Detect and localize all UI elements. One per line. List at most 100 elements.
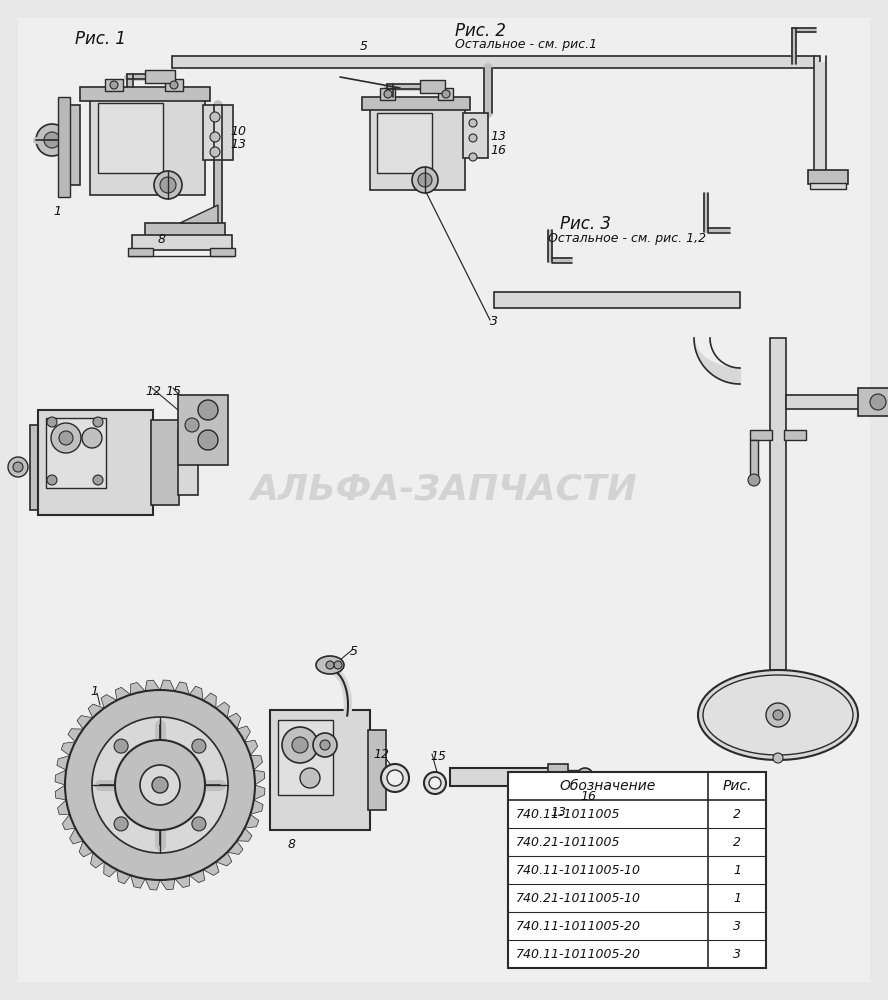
Text: 12: 12	[145, 385, 161, 398]
Polygon shape	[131, 875, 145, 888]
Text: 740.11-1011005-20: 740.11-1011005-20	[516, 948, 641, 960]
Polygon shape	[68, 729, 83, 742]
Circle shape	[47, 417, 57, 427]
Circle shape	[334, 661, 342, 669]
Circle shape	[381, 764, 409, 792]
Text: Рис. 1: Рис. 1	[75, 30, 126, 48]
Bar	[750, 430, 772, 440]
Text: 16: 16	[580, 790, 596, 803]
Circle shape	[292, 737, 308, 753]
Text: 13: 13	[550, 806, 566, 819]
Bar	[784, 430, 806, 440]
Circle shape	[115, 817, 128, 831]
Circle shape	[198, 430, 218, 450]
Text: Рис. 2: Рис. 2	[455, 22, 506, 40]
Polygon shape	[55, 770, 67, 785]
Polygon shape	[237, 726, 250, 742]
Polygon shape	[79, 841, 93, 857]
Circle shape	[469, 119, 477, 127]
Polygon shape	[254, 770, 265, 785]
Circle shape	[387, 770, 403, 786]
Text: 5: 5	[350, 645, 358, 658]
Polygon shape	[245, 740, 258, 756]
Text: Остальное - см. рис. 1,2: Остальное - см. рис. 1,2	[548, 232, 706, 245]
Bar	[810, 183, 846, 189]
Bar	[377, 113, 432, 173]
Circle shape	[185, 418, 199, 432]
Text: 1: 1	[53, 205, 61, 218]
Circle shape	[154, 171, 182, 199]
Text: 15: 15	[165, 385, 181, 398]
Bar	[568, 770, 580, 784]
Polygon shape	[189, 870, 205, 883]
Polygon shape	[61, 742, 75, 756]
Text: 15: 15	[430, 750, 446, 763]
Circle shape	[44, 132, 60, 148]
Polygon shape	[131, 683, 145, 695]
Polygon shape	[254, 785, 265, 800]
Circle shape	[36, 124, 68, 156]
Text: 16: 16	[490, 144, 506, 157]
Bar	[770, 338, 786, 670]
Polygon shape	[245, 814, 258, 828]
Circle shape	[115, 740, 205, 830]
Polygon shape	[175, 875, 189, 887]
Circle shape	[8, 457, 28, 477]
Circle shape	[170, 81, 178, 89]
Circle shape	[469, 134, 477, 142]
Text: 5: 5	[360, 40, 368, 53]
Polygon shape	[227, 713, 241, 729]
Circle shape	[773, 710, 783, 720]
Polygon shape	[145, 680, 160, 691]
Circle shape	[210, 132, 220, 142]
Bar	[438, 88, 453, 100]
Circle shape	[577, 768, 593, 784]
Polygon shape	[203, 693, 217, 708]
Bar	[203, 105, 233, 160]
Text: 1: 1	[733, 892, 741, 904]
Circle shape	[313, 733, 337, 757]
Polygon shape	[160, 879, 175, 890]
Bar	[210, 248, 235, 256]
Circle shape	[320, 740, 330, 750]
Bar	[80, 87, 210, 101]
Circle shape	[326, 661, 334, 669]
Text: 1: 1	[733, 863, 741, 876]
Polygon shape	[69, 828, 83, 844]
Bar	[463, 113, 488, 158]
Circle shape	[300, 768, 320, 788]
Bar	[786, 395, 861, 409]
Bar	[58, 97, 70, 197]
Circle shape	[47, 475, 57, 485]
Circle shape	[160, 177, 176, 193]
Polygon shape	[58, 800, 69, 814]
Circle shape	[282, 727, 318, 763]
Text: Обозначение: Обозначение	[559, 779, 656, 793]
Polygon shape	[91, 852, 104, 868]
Polygon shape	[175, 682, 189, 695]
Bar	[178, 430, 198, 495]
Text: 13: 13	[490, 130, 506, 143]
Circle shape	[13, 462, 23, 472]
Bar	[750, 440, 758, 480]
Text: 740.11-1011005-20: 740.11-1011005-20	[516, 920, 641, 932]
Circle shape	[59, 431, 73, 445]
Bar	[165, 79, 183, 91]
Polygon shape	[145, 879, 160, 890]
Bar	[815, 170, 825, 176]
Circle shape	[198, 400, 218, 420]
Polygon shape	[250, 800, 263, 814]
Polygon shape	[250, 756, 263, 770]
Text: 10: 10	[230, 125, 246, 138]
Bar	[420, 80, 445, 93]
Polygon shape	[216, 852, 232, 866]
Polygon shape	[189, 686, 203, 700]
Text: 13: 13	[230, 138, 246, 151]
Bar	[808, 170, 848, 184]
Text: Рис. 3: Рис. 3	[560, 215, 611, 233]
Circle shape	[93, 417, 103, 427]
Bar	[145, 223, 225, 241]
Polygon shape	[237, 828, 252, 841]
Circle shape	[115, 739, 128, 753]
Polygon shape	[117, 870, 131, 884]
